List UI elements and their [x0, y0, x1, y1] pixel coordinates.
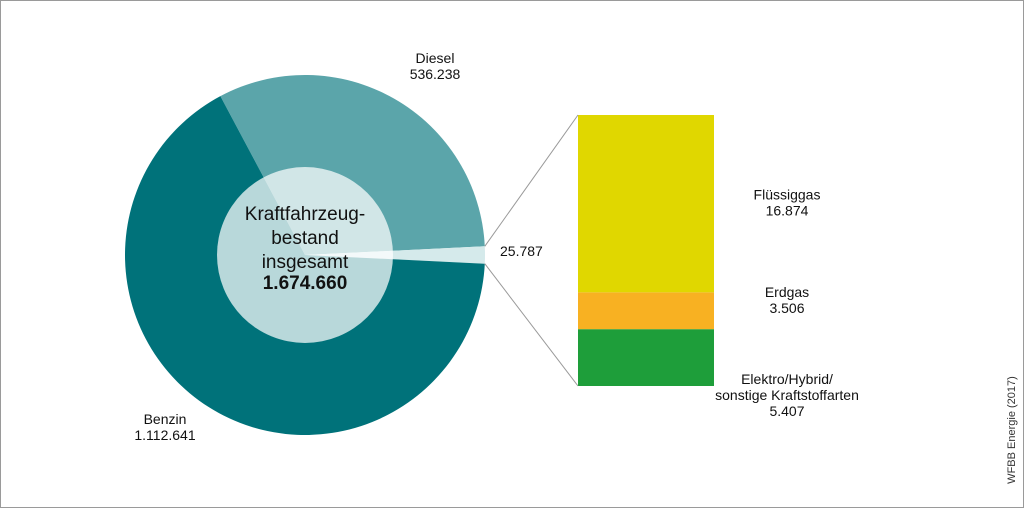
bar-segment	[578, 292, 714, 330]
segment-name: Erdgas	[765, 283, 809, 299]
connector	[484, 263, 579, 387]
slice-value: 1.112.641	[134, 427, 195, 443]
segment-value: 3.506	[769, 299, 804, 315]
bar-segment	[578, 115, 714, 293]
bar-segment	[578, 329, 714, 386]
center-label: Kraftfahrzeug-bestand insgesamt	[245, 204, 365, 273]
pie-slice	[305, 246, 486, 264]
slice-value: 25.787	[500, 243, 543, 259]
segment-value: 5.407	[769, 403, 804, 419]
source: WFBB Energie (2017)	[1006, 376, 1018, 484]
center-total: 1.674.660	[263, 273, 348, 294]
slice-category: Diesel	[416, 50, 455, 66]
connector	[484, 114, 579, 247]
segment-value: 16.874	[766, 202, 809, 218]
segment-name: Elektro/Hybrid/sonstige Kraftstoffarten	[715, 371, 859, 403]
segment-name: Flüssiggas	[754, 186, 821, 202]
slice-category: Benzin	[144, 411, 187, 427]
center-disc	[217, 167, 393, 343]
slice-value: 536.238	[410, 66, 461, 82]
